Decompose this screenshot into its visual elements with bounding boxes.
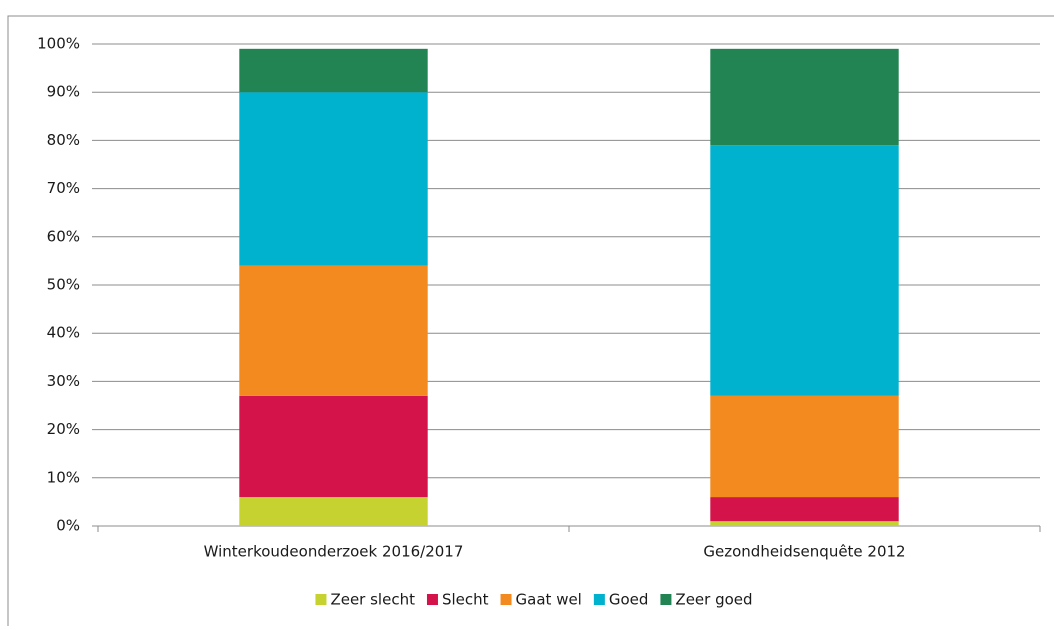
bar-segment (239, 497, 428, 526)
y-tick-label: 100% (37, 35, 80, 53)
x-tick-label: Gezondheidsenquête 2012 (703, 543, 905, 561)
legend-label: Goed (609, 591, 649, 609)
legend-swatch (500, 594, 512, 605)
legend-label: Slecht (442, 591, 489, 609)
legend-swatch (660, 594, 672, 605)
y-tick-label: 60% (47, 227, 80, 245)
bar-segment (239, 265, 428, 396)
legend-swatch (593, 594, 605, 605)
y-tick-label: 50% (47, 276, 80, 294)
bar-segment (239, 395, 428, 498)
y-tick-label: 10% (47, 468, 80, 486)
bar-segment (710, 395, 899, 498)
y-tick-label: 30% (47, 372, 80, 390)
legend-swatch (426, 594, 438, 605)
y-tick-label: 20% (47, 420, 80, 438)
y-tick-label: 40% (47, 324, 80, 342)
y-tick-label: 90% (47, 83, 80, 101)
bar-segment (710, 497, 899, 522)
legend-label: Zeer slecht (330, 591, 415, 609)
bar-segment (710, 48, 899, 146)
legend-swatch (315, 594, 327, 605)
legend-label: Gaat wel (516, 591, 582, 609)
y-tick-label: 70% (47, 179, 80, 197)
legend-label: Zeer goed (675, 591, 752, 609)
x-tick-label: Winterkoudeonderzoek 2016/2017 (204, 543, 464, 561)
y-tick-label: 0% (56, 517, 80, 535)
bar-segment (710, 521, 899, 526)
bar-segment (239, 48, 428, 93)
chart-border (7, 15, 1054, 626)
bar-segment (239, 92, 428, 266)
y-tick-label: 80% (47, 131, 80, 149)
bar-segment (710, 145, 899, 396)
